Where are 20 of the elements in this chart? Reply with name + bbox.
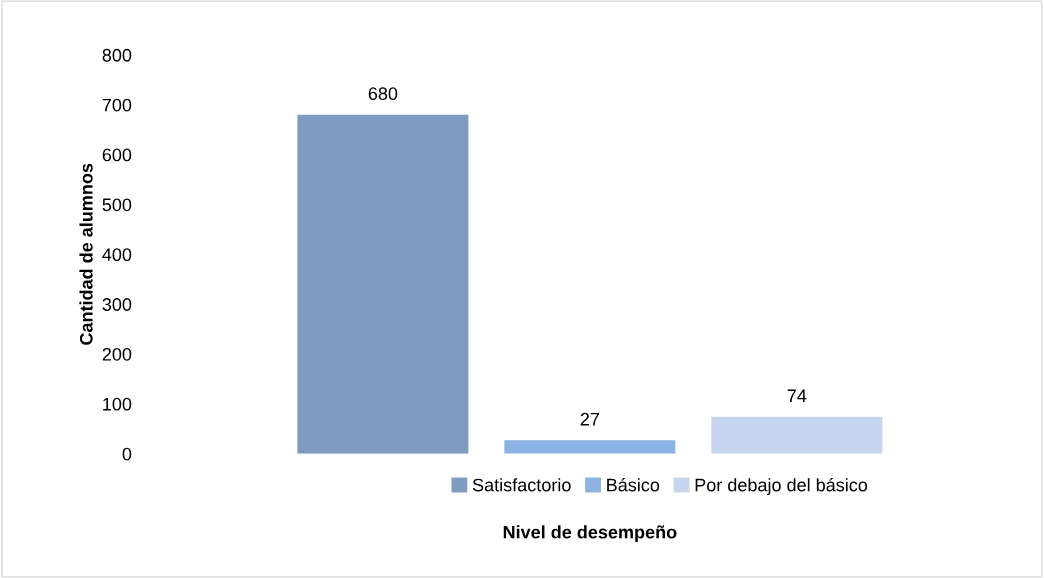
y-tick-label: 0	[122, 447, 132, 461]
y-tick-label: 100	[103, 397, 132, 411]
bar	[504, 440, 676, 454]
data-label: 680	[368, 87, 398, 101]
x-axis-title: Nivel de desempeño	[503, 525, 677, 543]
y-tick-label: 200	[102, 347, 132, 361]
bar	[297, 114, 469, 454]
data-label: 27	[580, 412, 599, 426]
legend-label: Satisfactorio	[472, 478, 571, 492]
y-tick-label: 300	[102, 298, 132, 311]
legend-label: Básico	[607, 477, 660, 492]
bar	[711, 416, 883, 454]
data-label: 74	[787, 389, 807, 402]
y-tick-label: 800	[102, 48, 132, 62]
y-tick-label: 400	[102, 248, 132, 262]
legend-label: Por debajo del básico	[695, 477, 868, 495]
y-tick-label: 700	[102, 98, 132, 112]
y-axis-title: Cantidad de alumnos	[79, 163, 93, 345]
y-tick-label: 500	[102, 198, 132, 212]
y-tick-label: 600	[102, 148, 132, 162]
